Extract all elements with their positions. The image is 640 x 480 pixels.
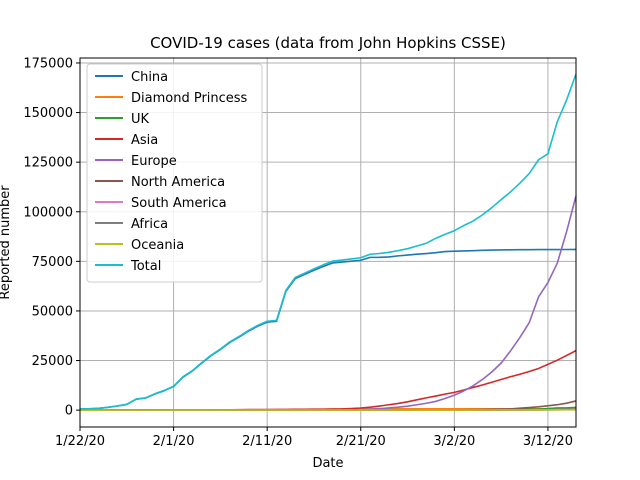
legend-entry-label: Africa (131, 217, 168, 232)
y-tick-label: 75000 (32, 255, 73, 270)
y-tick-label: 100000 (23, 205, 73, 220)
x-tick-label: 3/2/20 (433, 434, 475, 449)
series-lines (79, 73, 577, 411)
legend-entry-label: Oceania (131, 238, 184, 253)
legend-entry-label: Total (130, 259, 161, 274)
legend-entry-label: Asia (131, 133, 158, 148)
y-tick-label: 175000 (23, 56, 73, 71)
y-axis-title: Reported number (0, 185, 13, 300)
x-axis-title: Date (312, 456, 343, 471)
x-tick-label: 3/12/20 (523, 434, 573, 449)
series-line-oceania (80, 408, 577, 411)
legend-entry-label: China (131, 70, 168, 85)
legend-entry-label: North America (131, 175, 225, 190)
plot-frame (79, 57, 577, 428)
legend-entry-label: Europe (131, 154, 177, 169)
y-tick-label: 125000 (23, 156, 73, 171)
grid (79, 58, 576, 427)
x-tick-label: 2/21/20 (336, 434, 386, 449)
chart-title: COVID-19 cases (data from John Hopkins C… (150, 34, 506, 52)
x-tick-label: 2/11/20 (242, 434, 292, 449)
x-tick-label: 2/1/20 (153, 434, 195, 449)
series-line-total (79, 73, 577, 410)
x-tick-label: 1/22/20 (55, 434, 105, 449)
legend-entry-label: Diamond Princess (131, 91, 248, 106)
legend-entry-label: UK (131, 112, 150, 127)
legend-box (86, 63, 263, 283)
y-tick-label: 150000 (23, 106, 73, 121)
y-tick-label: 0 (65, 404, 73, 419)
legend-entry-label: South America (131, 196, 227, 211)
y-tick-label: 25000 (32, 354, 73, 369)
legend: China Diamond Princess UK Asia Europe North A… (86, 63, 263, 283)
y-tick-label: 50000 (32, 304, 73, 319)
axis-ticks: 1/22/20 2/1/20 2/11/20 2/21/20 3/2/20 3/12/20… (23, 56, 573, 449)
